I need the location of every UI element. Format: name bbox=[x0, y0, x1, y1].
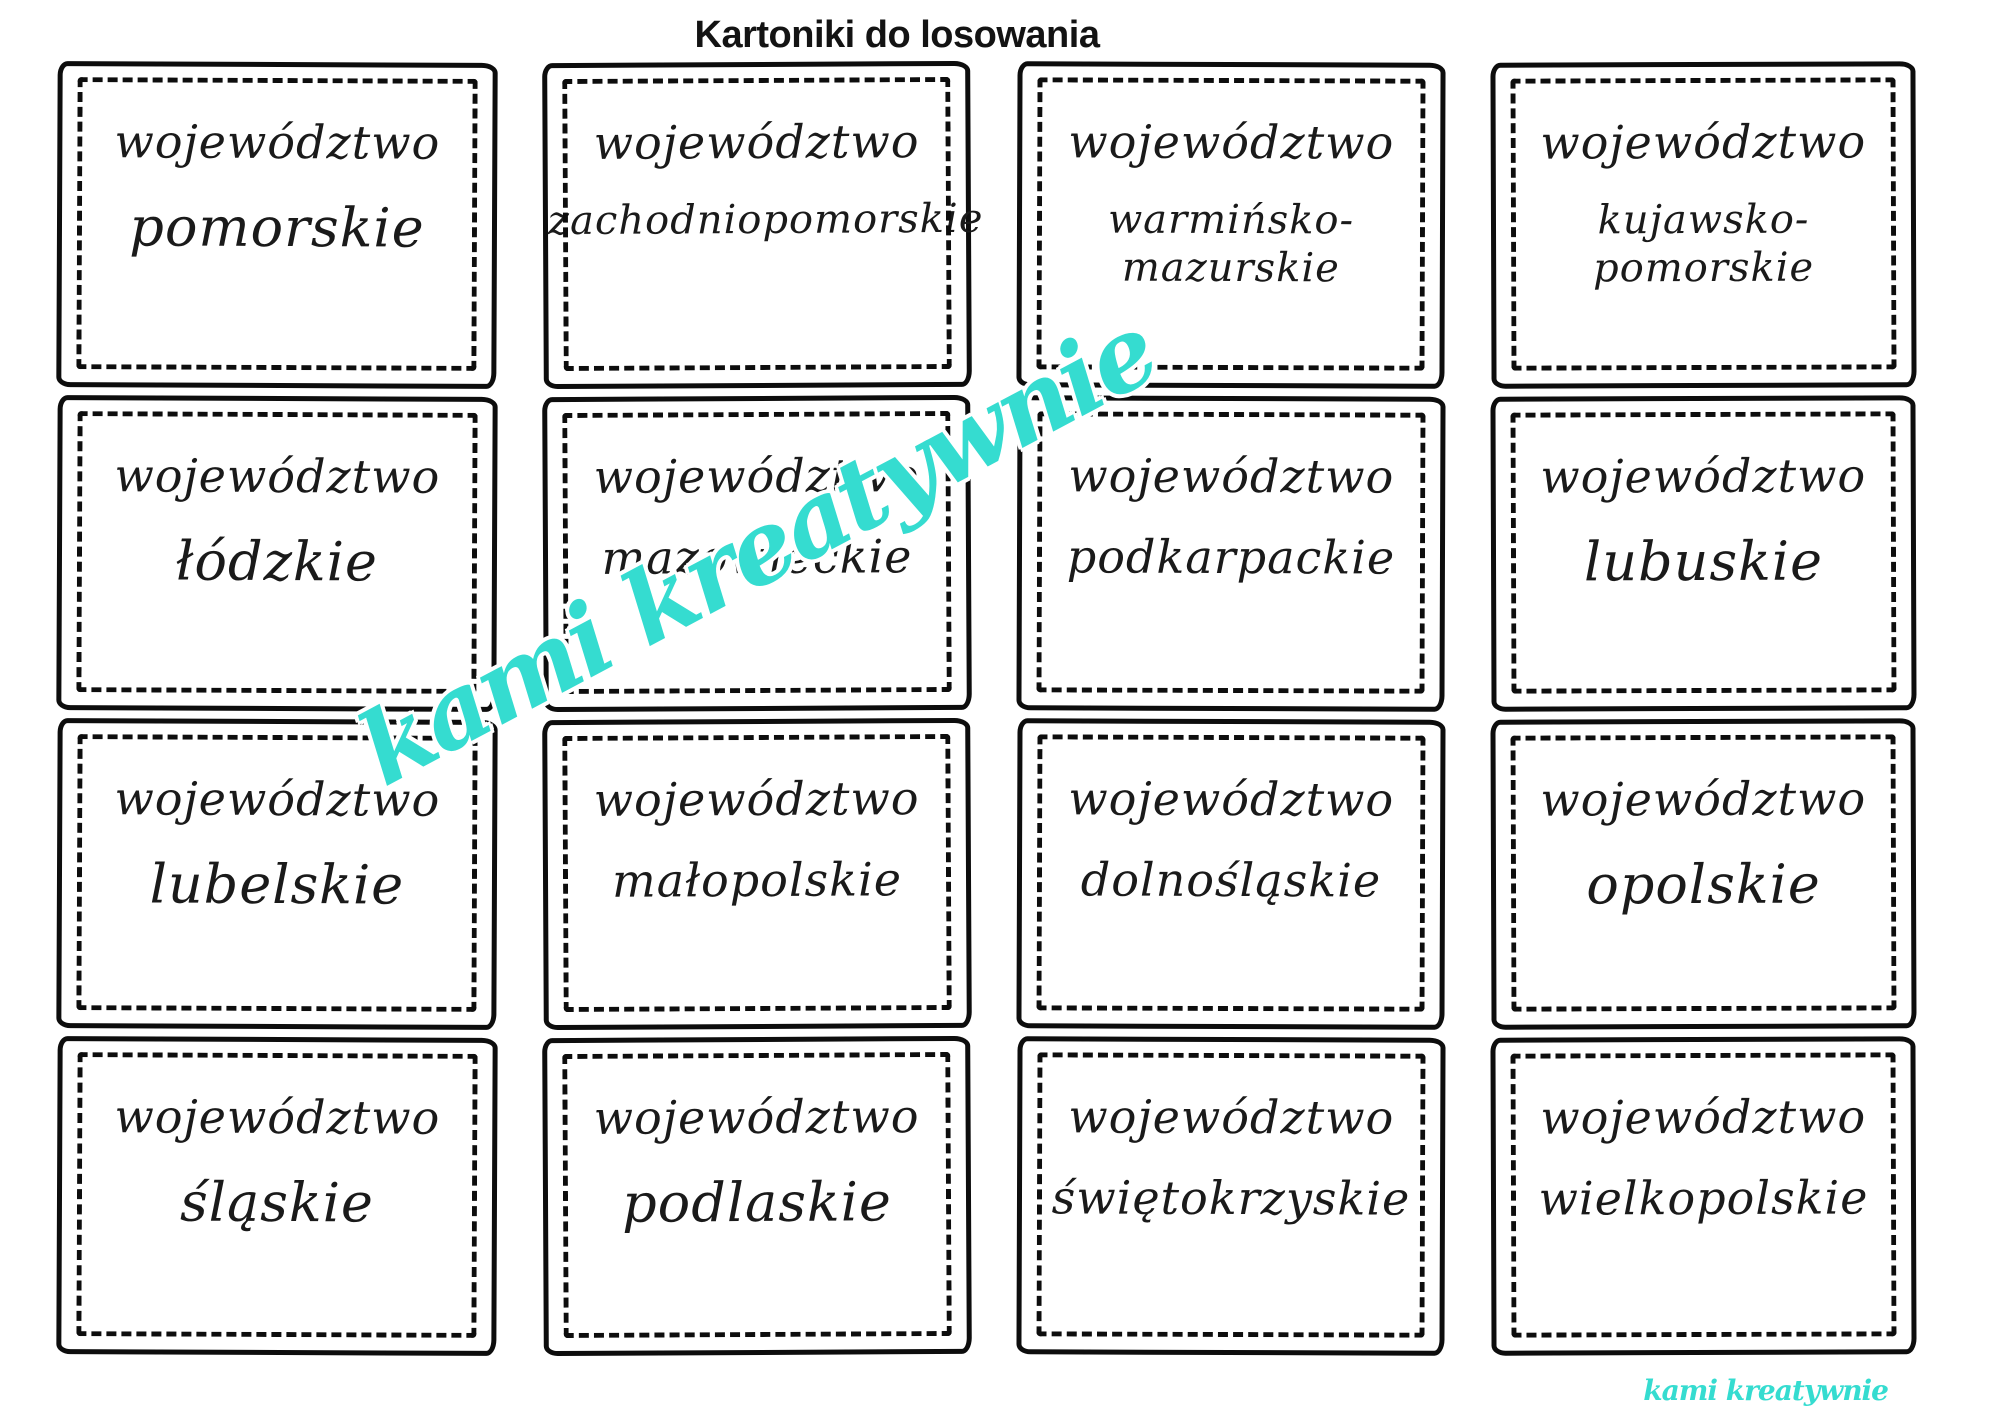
card-label: województwo bbox=[1068, 114, 1395, 170]
card-label: województwo bbox=[114, 114, 441, 170]
voivodeship-name: lubelskie bbox=[149, 852, 405, 917]
card-label: województwo bbox=[1540, 448, 1867, 504]
voivodeship-card: województwo podkarpackie bbox=[1016, 395, 1446, 712]
voivodeship-name: zachodniopomorskie bbox=[547, 196, 984, 245]
voivodeship-name: dolnośląskie bbox=[1080, 852, 1382, 908]
voivodeship-card: województwo lubelskie bbox=[56, 718, 498, 1030]
card-label: województwo bbox=[114, 771, 441, 827]
voivodeship-name: kujawsko-pomorskie bbox=[1593, 196, 1815, 292]
voivodeship-card: województwo kujawsko-pomorskie bbox=[1490, 61, 1917, 389]
voivodeship-name: podkarpackie bbox=[1066, 529, 1396, 585]
voivodeship-name: opolskie bbox=[1586, 852, 1821, 917]
page-title: Kartoniki do losowania bbox=[694, 14, 1100, 56]
voivodeship-card: województwo mazowieckie bbox=[542, 394, 972, 713]
card-label: województwo bbox=[1068, 771, 1395, 827]
card-label: województwo bbox=[114, 448, 441, 504]
voivodeship-card: województwo małopolskie bbox=[542, 717, 972, 1031]
voivodeship-card: województwo łódzkie bbox=[56, 395, 498, 712]
voivodeship-name: świętokrzyskie bbox=[1051, 1170, 1411, 1226]
card-label: województwo bbox=[1068, 448, 1395, 504]
voivodeship-card: województwo pomorskie bbox=[56, 61, 498, 389]
voivodeship-name: śląskie bbox=[179, 1170, 375, 1235]
voivodeship-card: województwo dolnośląskie bbox=[1016, 718, 1446, 1030]
voivodeship-card: województwo opolskie bbox=[1490, 718, 1917, 1030]
voivodeship-name: lubuskie bbox=[1583, 529, 1824, 594]
voivodeship-name: małopolskie bbox=[611, 852, 903, 908]
card-label: województwo bbox=[593, 1089, 920, 1145]
brand-watermark-footer: kami kreatywnie bbox=[1643, 1374, 1889, 1407]
voivodeship-card: województwo śląskie bbox=[56, 1036, 498, 1356]
card-label: województwo bbox=[114, 1089, 441, 1145]
voivodeship-name: wielkopolskie bbox=[1538, 1170, 1869, 1226]
card-label: województwo bbox=[1068, 1089, 1395, 1145]
voivodeship-card: województwo podlaskie bbox=[542, 1035, 972, 1357]
cards-grid: województwo pomorskie województwo zachod… bbox=[56, 60, 1918, 1357]
voivodeship-card: województwo zachodniopomorskie bbox=[542, 60, 984, 390]
card-label: województwo bbox=[593, 771, 920, 827]
card-label: województwo bbox=[1540, 114, 1867, 170]
card-label: województwo bbox=[1540, 1089, 1867, 1145]
voivodeship-name: podlaskie bbox=[621, 1170, 893, 1235]
voivodeship-name: warmińsko-mazurskie bbox=[1107, 196, 1355, 292]
voivodeship-card: województwo świętokrzyskie bbox=[1016, 1036, 1446, 1356]
voivodeship-card: województwo wielkopolskie bbox=[1490, 1036, 1917, 1356]
card-label: województwo bbox=[1540, 771, 1867, 827]
voivodeship-name: pomorskie bbox=[129, 195, 425, 260]
voivodeship-card: województwo lubuskie bbox=[1490, 395, 1917, 712]
voivodeship-name: łódzkie bbox=[175, 529, 379, 594]
card-label: województwo bbox=[593, 448, 920, 504]
voivodeship-card: województwo warmińsko-mazurskie bbox=[1016, 61, 1446, 389]
voivodeship-name: mazowieckie bbox=[601, 529, 913, 586]
card-label: województwo bbox=[593, 114, 920, 170]
